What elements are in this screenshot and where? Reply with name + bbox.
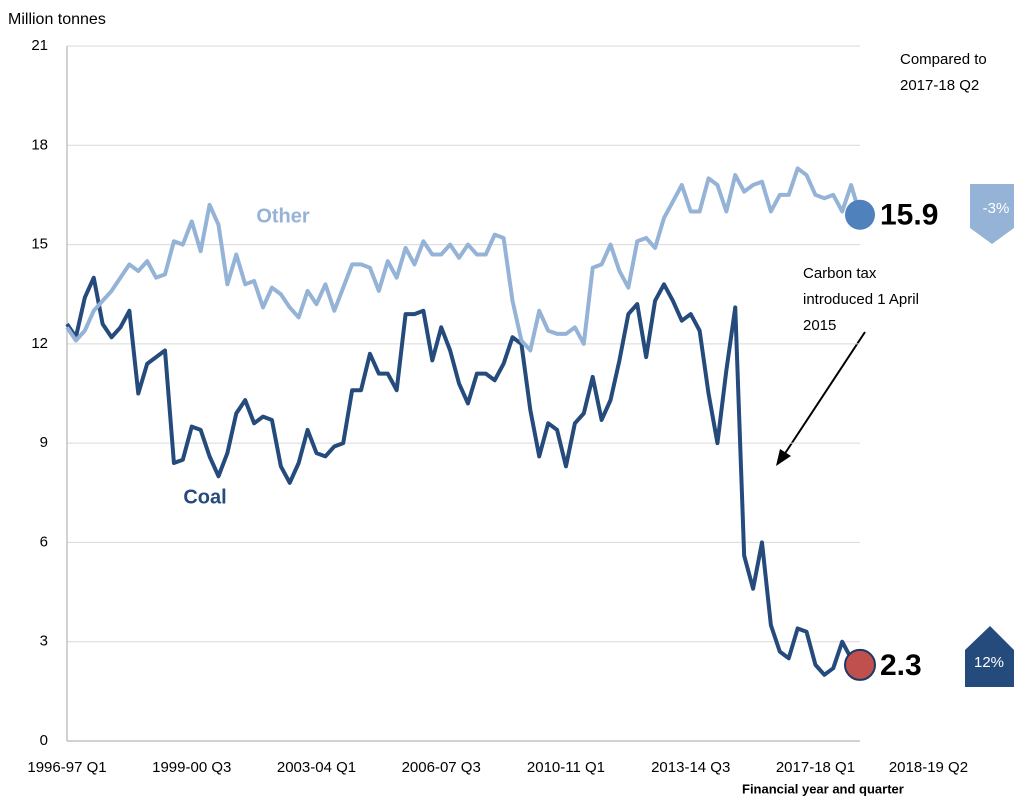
end-marker xyxy=(844,648,876,681)
x-tick-label: 2017-18 Q1 xyxy=(776,759,855,776)
end-value-label: 2.3 xyxy=(880,649,922,682)
x-tick-label: 2013-14 Q3 xyxy=(651,759,730,776)
y-tick-label: 3 xyxy=(40,633,48,650)
y-tick-label: 21 xyxy=(31,37,48,54)
annotation: 2015 xyxy=(803,317,836,334)
annotation-arrowhead xyxy=(776,449,791,466)
comparison-note: 2017-18 Q2 xyxy=(900,77,979,94)
x-tick-label: 1996-97 Q1 xyxy=(27,759,106,776)
annotation: Carbon tax xyxy=(803,265,877,282)
series-name: Other xyxy=(256,205,310,227)
end-value-label: 15.9 xyxy=(880,199,938,232)
annotation: introduced 1 April xyxy=(803,291,919,308)
change-label: -3% xyxy=(983,200,1010,217)
x-axis-label: Financial year and quarter xyxy=(742,781,904,796)
y-axis-label: Million tonnes xyxy=(8,11,106,28)
y-tick-label: 18 xyxy=(31,136,48,153)
series-name: Coal xyxy=(183,486,226,508)
change-badge xyxy=(970,184,1014,244)
x-tick-label: 2006-07 Q3 xyxy=(402,759,481,776)
comparison-note: Compared to xyxy=(900,51,987,68)
x-tick-label: 1999-00 Q3 xyxy=(152,759,231,776)
y-tick-label: 6 xyxy=(40,533,48,550)
y-tick-label: 0 xyxy=(40,732,48,749)
y-tick-label: 15 xyxy=(31,236,48,253)
series-line xyxy=(65,275,862,677)
x-tick-label: 2003-04 Q1 xyxy=(277,759,356,776)
change-label: 12% xyxy=(974,654,1004,671)
annotation-arrow xyxy=(781,331,866,459)
y-tick-label: 12 xyxy=(31,335,48,352)
x-tick-label: 2010-11 Q1 xyxy=(527,759,605,776)
series-line xyxy=(65,166,862,353)
x-tick-label: 2018-19 Q2 xyxy=(889,759,968,776)
change-badge xyxy=(965,626,1014,687)
y-tick-label: 9 xyxy=(40,434,48,451)
end-marker xyxy=(845,199,875,230)
